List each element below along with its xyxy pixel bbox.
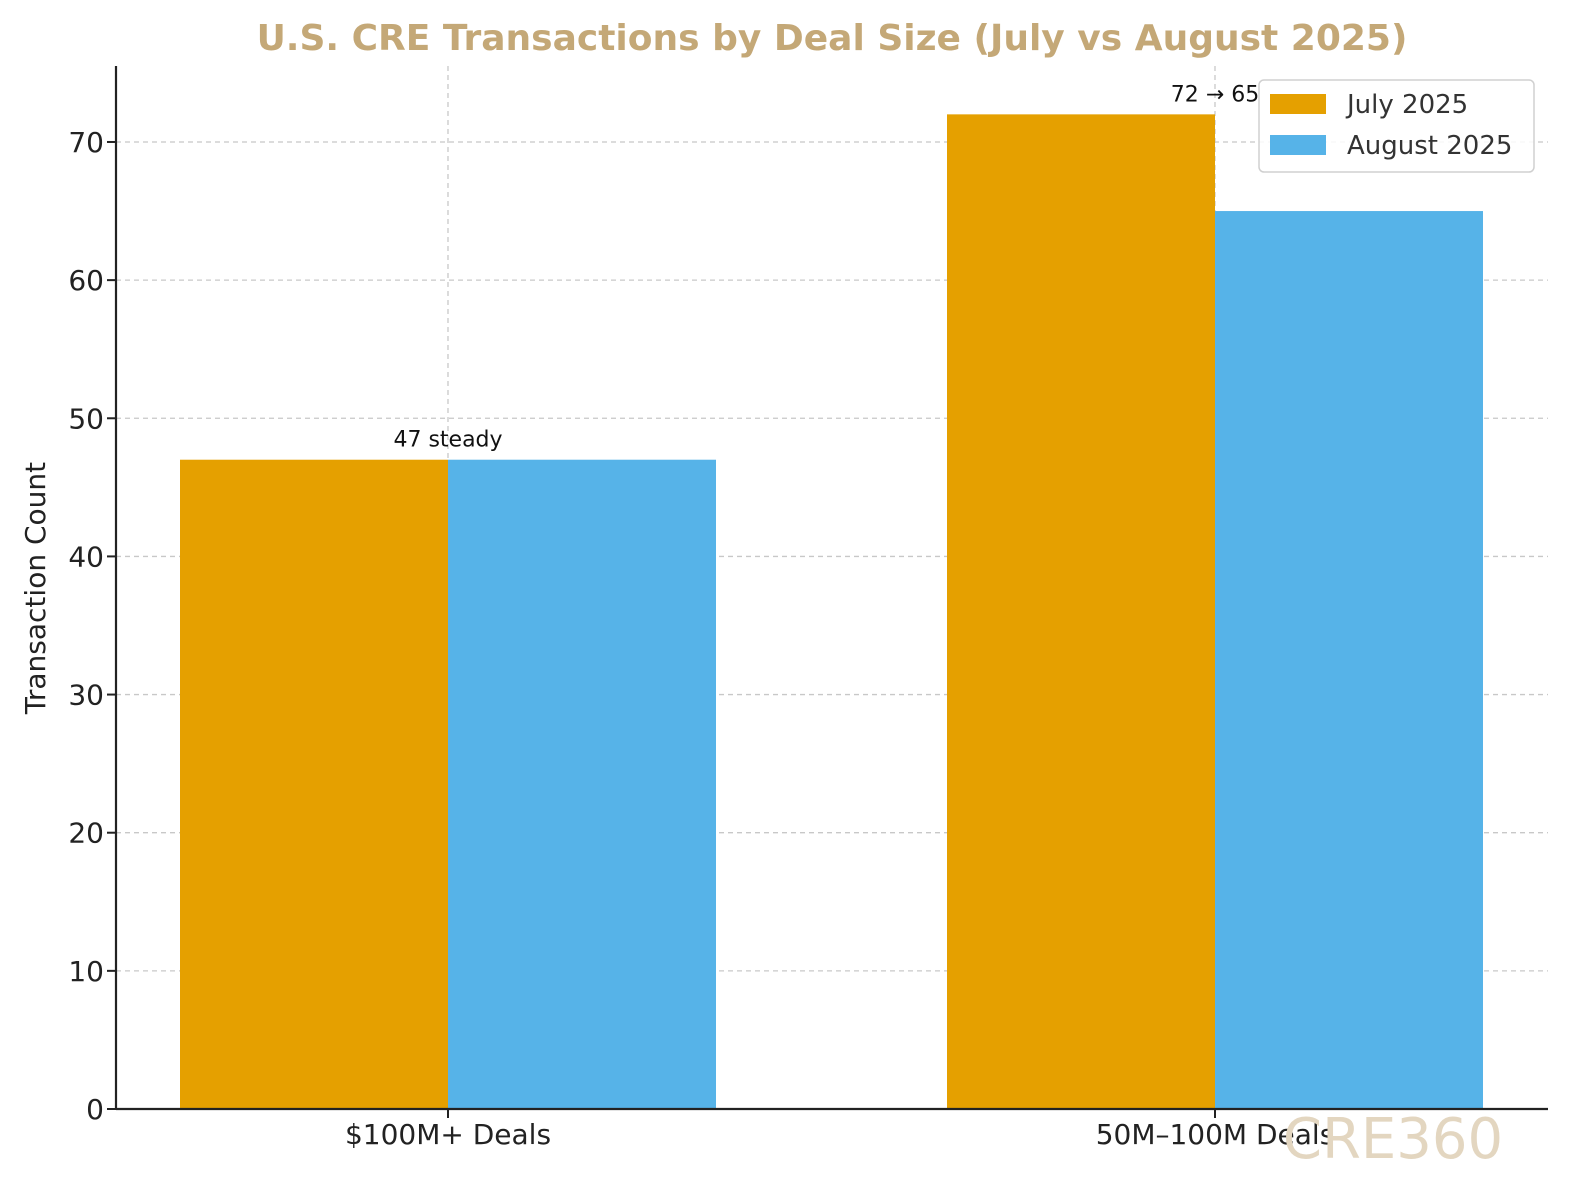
annotation-layer: 47 steady 72 → 65: [393, 82, 1259, 452]
bar-0-0: [180, 459, 448, 1110]
y-tick-label: 40: [68, 540, 104, 573]
y-tick-label: 30: [68, 679, 104, 712]
y-tick-label: 10: [68, 955, 104, 988]
legend-swatch-1: [1270, 135, 1326, 155]
x-tick-label: 50M–100M Deals: [1096, 1118, 1335, 1151]
legend-box: [1258, 79, 1535, 173]
legend-swatch-0: [1270, 94, 1326, 114]
y-axis-label: Transaction Count: [19, 462, 52, 715]
bar-1-0: [448, 459, 716, 1110]
y-tick-label: 70: [68, 126, 104, 159]
legend-label-1: August 2025: [1347, 131, 1512, 161]
chart-title: U.S. CRE Transactions by Deal Size (July…: [257, 18, 1408, 59]
y-tick-label: 20: [68, 817, 104, 850]
bar-annotation: 72 → 65: [1171, 82, 1259, 107]
y-tick-label: 60: [68, 264, 104, 297]
y-tick-label: 0: [86, 1093, 104, 1126]
watermark: CRE360: [1283, 1107, 1503, 1172]
bars-layer: [180, 114, 1483, 1110]
legend-label-0: July 2025: [1345, 90, 1468, 120]
bar-1-1: [1215, 211, 1483, 1109]
x-tick-label: $100M+ Deals: [345, 1118, 551, 1151]
y-tick-label: 50: [68, 402, 104, 435]
bar-0-1: [947, 114, 1215, 1109]
legend: July 2025 August 2025: [1258, 79, 1535, 173]
bar-annotation: 47 steady: [393, 428, 502, 453]
axes-layer: 0 10 20 30 40 50 60 70 $100M+ Deals 50M–100M Deal…: [68, 66, 1548, 1151]
